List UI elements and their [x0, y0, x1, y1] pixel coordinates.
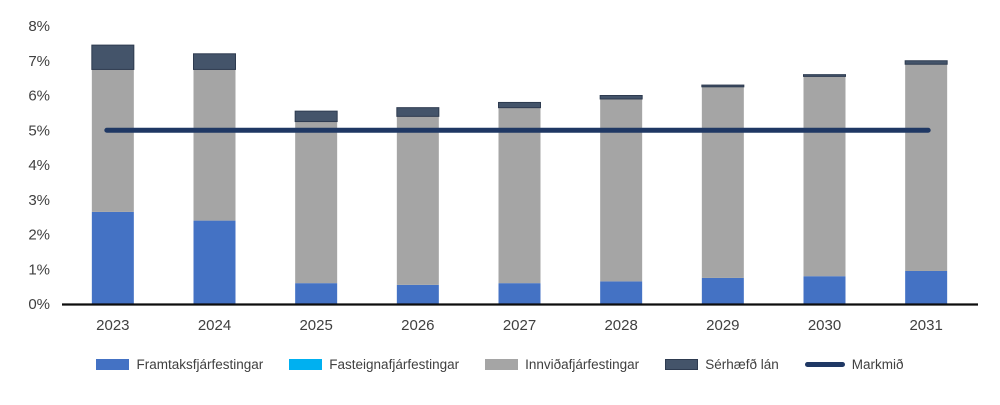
legend-label: Innviðafjárfestingar	[525, 357, 640, 372]
legend-label: Sérhæfð lán	[705, 357, 779, 372]
bar-segment-Sérhæfð lán-2027	[498, 101, 541, 109]
x-category-label: 2030	[808, 317, 841, 334]
legend-item-Framtaksfjárfestingar: Framtaksfjárfestingar	[96, 357, 263, 372]
legend-swatch-Fasteignafjárfestingar	[289, 359, 323, 370]
bar-segment-Framtaksfjárfestingar-2023	[91, 211, 134, 304]
legend-swatch-Innviðafjárfestingar	[485, 359, 519, 370]
bar-segment-Framtaksfjárfestingar-2027	[498, 283, 541, 304]
legend-label: Markmið	[851, 357, 904, 372]
legend-item-Fasteignafjárfestingar: Fasteignafjárfestingar	[289, 357, 459, 372]
legend-line-swatch-Markmið	[804, 362, 845, 367]
bar-segment-Innviðafjárfestingar-2029	[701, 86, 744, 278]
legend-label: Fasteignafjárfestingar	[329, 357, 460, 372]
stacked-bar-chart-canvas: 0% 1% 2% 3% 4% 5% 6% 7% 8% 2023 2024 2025 2026 2027 20…	[28, 18, 978, 334]
legend-item-Sérhæfð lán: Sérhæfð lán	[665, 357, 779, 372]
y-tick-label: 7%	[28, 53, 50, 70]
bar-segment-Sérhæfð lán-2024	[193, 53, 236, 70]
bar-segment-Innviðafjárfestingar-2027	[498, 107, 541, 284]
legend-item-Markmið: Markmið	[804, 357, 904, 372]
bar-segment-Sérhæfð lán-2030	[803, 74, 846, 77]
y-tick-label: 8%	[28, 18, 50, 35]
x-category-label: 2028	[604, 317, 637, 334]
x-category-label: 2024	[198, 317, 231, 334]
y-tick-label: 0%	[28, 296, 50, 313]
bar-segment-Sérhæfð lán-2028	[599, 95, 643, 100]
bar-segment-Framtaksfjárfestingar-2024	[193, 220, 236, 304]
bar-segment-Framtaksfjárfestingar-2031	[905, 270, 948, 304]
bar-segment-Innviðafjárfestingar-2028	[600, 98, 643, 282]
y-tick-label: 2%	[28, 227, 50, 244]
bar-segment-Framtaksfjárfestingar-2030	[803, 276, 846, 304]
x-category-label: 2029	[706, 317, 739, 334]
bar-segment-Innviðafjárfestingar-2023	[91, 69, 134, 212]
chart-legend: Framtaksfjárfestingar Fasteignafjárfestin…	[0, 357, 1000, 372]
bar-segment-Framtaksfjárfestingar-2025	[295, 283, 338, 304]
y-tick-label: 6%	[28, 88, 50, 105]
x-category-label: 2025	[299, 317, 332, 334]
bar-segment-Framtaksfjárfestingar-2029	[701, 277, 744, 304]
legend-swatch-Sérhæfð lán	[665, 359, 699, 370]
legend-label: Framtaksfjárfestingar	[136, 357, 264, 372]
x-category-label: 2027	[503, 317, 536, 334]
x-category-label: 2023	[96, 317, 129, 334]
legend-item-Innviðafjárfestingar: Innviðafjárfestingar	[485, 357, 639, 372]
y-tick-label: 4%	[28, 157, 50, 174]
x-category-label: 2031	[909, 317, 942, 334]
bar-segment-Sérhæfð lán-2023	[91, 44, 135, 70]
y-tick-label: 3%	[28, 192, 50, 209]
y-tick-label: 1%	[28, 261, 50, 278]
bar-segment-Framtaksfjárfestingar-2028	[600, 281, 643, 304]
x-category-label: 2026	[401, 317, 434, 334]
bar-segment-Sérhæfð lán-2031	[904, 60, 948, 65]
bar-segment-Innviðafjárfestingar-2024	[193, 69, 236, 221]
bar-segment-Innviðafjárfestingar-2030	[803, 76, 846, 277]
legend-swatch-Framtaksfjárfestingar	[96, 359, 130, 370]
bar-segment-Framtaksfjárfestingar-2026	[396, 284, 439, 304]
bar-segment-Innviðafjárfestingar-2031	[905, 64, 948, 271]
bar-segment-Innviðafjárfestingar-2026	[396, 116, 439, 285]
bar-segment-Sérhæfð lán-2029	[701, 84, 745, 88]
bar-segment-Sérhæfð lán-2025	[294, 110, 338, 123]
bar-segment-Innviðafjárfestingar-2025	[295, 121, 338, 284]
bar-segment-Sérhæfð lán-2026	[396, 107, 440, 117]
y-tick-label: 5%	[28, 122, 50, 139]
